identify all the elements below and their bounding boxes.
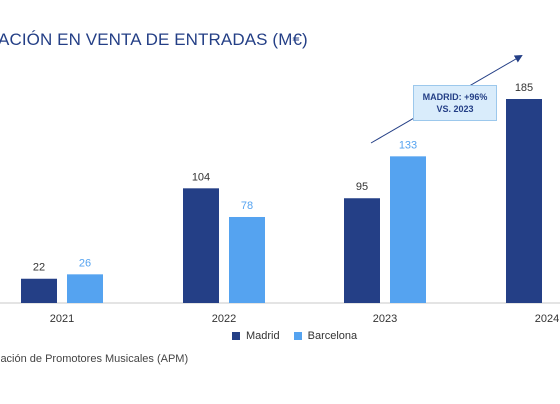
chart-title: ACIÓN EN VENTA DE ENTRADAS (M€) (0, 30, 308, 49)
value-label-barcelona-2023: 133 (399, 139, 417, 151)
value-label-barcelona-2022: 78 (241, 200, 253, 212)
bar-barcelona-2021 (67, 274, 103, 303)
legend-swatch-barcelona (293, 332, 302, 340)
bars-group (21, 99, 542, 303)
value-label-madrid-2022: 104 (192, 171, 210, 183)
callout-line2: VS. 2023 (436, 104, 474, 114)
value-label-madrid-2024: 185 (515, 82, 533, 94)
legend: Madrid Barcelona (232, 330, 357, 342)
x-tick-label-2024: 2024 (535, 313, 559, 325)
bar-barcelona-2022 (229, 216, 265, 303)
bar-madrid-2022 (183, 188, 219, 303)
x-tick-label-2021: 2021 (50, 313, 74, 325)
bar-barcelona-2023 (390, 156, 426, 303)
bar-madrid-2021 (21, 278, 57, 303)
legend-swatch-madrid (232, 332, 240, 340)
callout-line1: MADRID: +96% (422, 92, 488, 102)
legend-label-madrid: Madrid (246, 330, 280, 342)
source-note: iación de Promotores Musicales (APM) (0, 353, 189, 365)
bar-madrid-2023 (344, 198, 380, 303)
value-label-madrid-2023: 95 (356, 181, 368, 193)
legend-item-madrid: Madrid (232, 330, 280, 342)
legend-item-barcelona: Barcelona (293, 330, 358, 342)
value-label-madrid-2021: 22 (33, 262, 45, 274)
x-tick-label-2023: 2023 (373, 313, 397, 325)
labels-group: 22 26 2021 104 78 2022 95 133 2023 185 2024 (33, 82, 559, 325)
x-tick-label-2022: 2022 (212, 313, 236, 325)
legend-label-barcelona: Barcelona (307, 330, 358, 342)
bar-madrid-2024 (506, 99, 542, 303)
value-label-barcelona-2021: 26 (79, 257, 91, 269)
growth-callout: MADRID: +96% VS. 2023 (413, 85, 497, 121)
